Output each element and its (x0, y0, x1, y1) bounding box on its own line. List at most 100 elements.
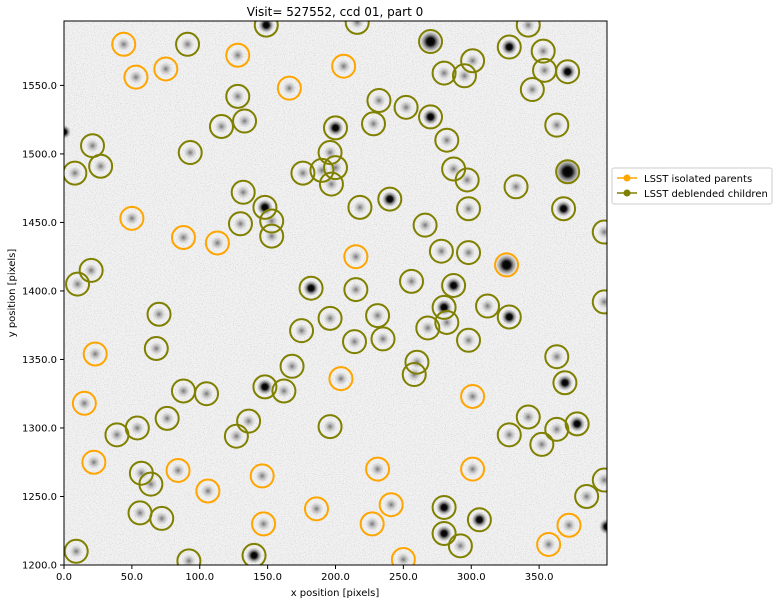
source-blob (422, 108, 439, 125)
deblended-child-marker (146, 301, 172, 327)
image-sources (64, 21, 607, 565)
source-blob (86, 455, 101, 470)
deblended-child-marker (259, 208, 285, 234)
marker-layer (64, 21, 607, 565)
deblended-child-marker (456, 196, 482, 222)
source-blob (181, 553, 196, 565)
source-blob (436, 299, 453, 316)
source-blob (149, 341, 164, 356)
deblended-child-marker (259, 223, 285, 249)
source-blob (158, 61, 173, 76)
deblended-child-marker (447, 533, 473, 559)
deblended-child-marker (456, 327, 482, 353)
source-blob (541, 537, 556, 552)
x-tick-label: 50.0 (121, 572, 143, 583)
x-tick-label: 250.0 (389, 572, 418, 583)
deblended-child-marker (431, 520, 457, 546)
source-blob (549, 349, 564, 364)
deblended-child-marker (431, 494, 457, 520)
isolated-parent-marker (165, 457, 191, 483)
deblended-child-marker (399, 268, 425, 294)
isolated-parent-marker (225, 42, 251, 68)
deblended-child-marker (124, 415, 150, 441)
y-tick-label: 1350.0 (22, 355, 57, 366)
deblended-child-marker (317, 140, 343, 166)
isolated-parent-marker (343, 244, 369, 270)
deblended-child-marker (401, 362, 427, 388)
source-blob (143, 477, 158, 492)
deblended-child-marker (342, 329, 368, 355)
deblended-child-marker (347, 194, 373, 220)
source-blob (501, 39, 518, 56)
deblended-child-marker (412, 212, 438, 238)
deblended-child-marker (365, 303, 391, 329)
source-blob (176, 383, 191, 398)
source-blob (160, 411, 175, 426)
deblended-child-marker (591, 219, 607, 245)
deblended-child-marker (208, 114, 234, 140)
source-blob (152, 307, 167, 322)
deblended-child-marker (515, 404, 541, 430)
deblended-child-marker (65, 271, 91, 297)
x-axis: 0.0 50.0 100.0 150.0 200.0 250.0 300.0 350.0 (56, 565, 553, 583)
isolated-parent-marker (111, 31, 137, 57)
source-blob (549, 422, 564, 437)
source-blob (561, 518, 576, 533)
isolated-parent-marker (82, 341, 108, 367)
isolated-parent-marker (494, 252, 520, 278)
deblended-child-marker (591, 467, 607, 493)
deblended-child-marker (529, 431, 555, 457)
source-blob (116, 37, 131, 52)
deblended-child-marker (475, 293, 501, 319)
isolated-parent-marker (556, 512, 582, 538)
source-blob (64, 124, 71, 139)
source-blob (348, 249, 363, 264)
isolated-parent-marker (153, 56, 179, 82)
source-blob (303, 280, 320, 297)
deblended-child-marker (496, 304, 522, 330)
x-tick-label: 150.0 (253, 572, 282, 583)
x-tick-label: 200.0 (321, 572, 350, 583)
source-blob (420, 320, 435, 335)
source-blob (180, 37, 195, 52)
source-blob (537, 63, 552, 78)
deblended-child-marker (454, 167, 480, 193)
source-blob (183, 145, 198, 160)
source-blob (236, 185, 251, 200)
isolated-parent-marker (303, 496, 329, 522)
plot-area (64, 21, 607, 565)
source-blob (323, 311, 338, 326)
deblended-child-marker (252, 194, 278, 220)
deblended-child-marker (289, 318, 315, 344)
deblended-child-marker (290, 160, 316, 186)
source-blob (480, 299, 495, 314)
source-blob (200, 484, 215, 499)
deblended-child-marker (418, 29, 444, 55)
source-blob (258, 21, 275, 34)
source-blob (327, 119, 344, 136)
deblended-child-marker (551, 196, 577, 222)
deblended-child-marker (138, 471, 164, 497)
deblended-child-marker (298, 275, 324, 301)
isolated-parent-marker (359, 511, 385, 537)
source-blob (461, 245, 476, 260)
deblended-child-marker (466, 507, 492, 533)
deblended-child-marker (344, 21, 370, 35)
deblended-child-marker (236, 408, 262, 434)
deblended-child-marker (227, 211, 253, 237)
source-blob (256, 516, 271, 531)
isolated-parent-marker (365, 456, 391, 482)
source-blob (352, 200, 367, 215)
isolated-parent-marker (170, 225, 196, 251)
source-blob (130, 420, 145, 435)
legend: LSST isolated parents LSST deblended chi… (611, 167, 773, 205)
source-blob (348, 282, 363, 297)
deblended-child-marker (503, 174, 529, 200)
deblended-child-marker (241, 542, 267, 565)
deblended-child-marker (591, 289, 607, 315)
source-blob (495, 253, 518, 276)
source-blob (67, 166, 82, 181)
source-blob (229, 429, 244, 444)
source-blob (370, 462, 385, 477)
source-blob (210, 235, 225, 250)
